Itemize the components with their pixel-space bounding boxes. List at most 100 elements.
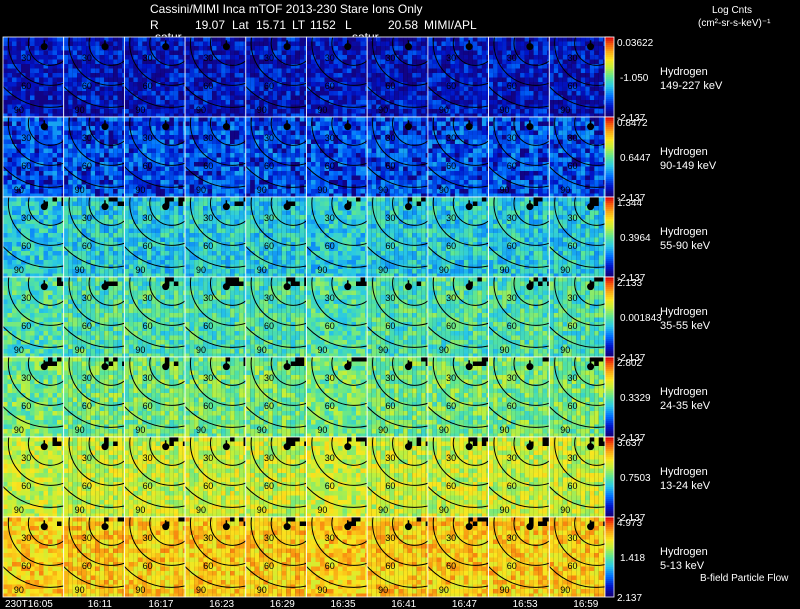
heatmap-pixel xyxy=(128,121,134,126)
heatmap-pixel xyxy=(380,100,386,105)
heatmap-pixel xyxy=(16,184,21,189)
heatmap-pixel xyxy=(137,37,143,42)
heatmap-pixel xyxy=(263,59,269,64)
heatmap-pixel xyxy=(342,157,347,162)
heatmap-pixel xyxy=(427,162,433,167)
heatmap-pixel xyxy=(367,189,372,194)
colorbar-segment xyxy=(605,73,614,76)
heatmap-pixel xyxy=(497,50,503,55)
heatmap-pixel xyxy=(281,153,287,158)
heatmap-pixel xyxy=(239,100,244,105)
heatmap-pixel xyxy=(90,144,96,149)
heatmap-pixel xyxy=(371,73,377,78)
heatmap-pixel xyxy=(468,50,473,55)
heatmap-pixel xyxy=(68,109,73,114)
heatmap-pixel xyxy=(52,121,57,126)
heatmap-pixel xyxy=(160,117,165,122)
heatmap-pixel xyxy=(468,86,473,91)
heatmap-pixel xyxy=(520,82,525,87)
heatmap-pixel xyxy=(86,180,91,185)
heatmap-pixel xyxy=(306,144,311,149)
heatmap-pixel xyxy=(225,180,231,185)
heatmap-pixel xyxy=(538,46,543,51)
heatmap-pixel xyxy=(61,86,64,91)
heatmap-pixel xyxy=(371,104,377,109)
heatmap-pixel xyxy=(108,175,114,180)
heatmap-pixel xyxy=(315,189,320,194)
heatmap-pixel xyxy=(3,64,8,69)
heatmap-pixel xyxy=(365,175,368,180)
heatmap-pixel xyxy=(445,130,451,135)
heatmap-pixel xyxy=(99,130,105,135)
heatmap-pixel xyxy=(360,68,365,73)
heatmap-pixel xyxy=(598,109,604,114)
heatmap-pixel xyxy=(61,193,64,197)
heatmap-pixel xyxy=(398,180,404,185)
heatmap-pixel xyxy=(459,121,464,126)
heatmap-pixel xyxy=(511,95,516,100)
heatmap-pixel xyxy=(173,50,179,55)
heatmap-pixel xyxy=(243,82,246,87)
heatmap-pixel xyxy=(203,175,208,180)
heatmap-pixel xyxy=(304,130,307,135)
heatmap-pixel xyxy=(360,130,365,135)
heatmap-pixel xyxy=(182,180,186,185)
heatmap-pixel xyxy=(198,171,204,176)
heatmap-pixel xyxy=(99,117,105,122)
heatmap-pixel xyxy=(520,86,525,91)
heatmap-pixel xyxy=(567,86,572,91)
heatmap-pixel xyxy=(239,175,244,180)
heatmap-pixel xyxy=(151,55,156,60)
contour-arc xyxy=(270,117,307,146)
heatmap-pixel xyxy=(86,117,91,122)
heatmap-pixel xyxy=(124,184,129,189)
heatmap-pixel xyxy=(113,126,118,131)
heatmap-pixel xyxy=(488,162,494,167)
heatmap-pixel xyxy=(16,180,21,185)
heatmap-pixel xyxy=(436,171,442,176)
heatmap-pixel xyxy=(43,175,48,180)
heatmap-pixel xyxy=(81,171,87,176)
heatmap-pixel xyxy=(63,95,69,100)
contour-arc xyxy=(189,37,246,86)
heatmap-pixel xyxy=(268,64,273,69)
heatmap-pixel xyxy=(360,153,365,158)
heatmap-pixel xyxy=(272,180,278,185)
contour-label: 60 xyxy=(21,81,31,91)
heatmap-pixel xyxy=(124,46,129,51)
heatmap-pixel xyxy=(329,95,334,100)
heatmap-pixel xyxy=(477,82,482,87)
heatmap-pixel xyxy=(95,100,100,105)
heatmap-pixel xyxy=(562,37,568,42)
heatmap-pixel xyxy=(403,95,408,100)
contour-label: 90 xyxy=(196,185,206,195)
heatmap-pixel xyxy=(454,37,460,42)
heatmap-pixel xyxy=(306,153,311,158)
heatmap-pixel xyxy=(189,162,195,167)
heatmap-pixel xyxy=(189,95,195,100)
heatmap-pixel xyxy=(515,50,521,55)
heatmap-pixel xyxy=(268,148,273,153)
heatmap-pixel xyxy=(250,100,255,105)
heatmap-pixel xyxy=(394,180,399,185)
heatmap-pixel xyxy=(538,100,543,105)
heatmap-pixel xyxy=(61,82,64,87)
contour-label: 90 xyxy=(14,185,24,195)
heatmap-pixel xyxy=(272,50,278,55)
heatmap-pixel xyxy=(128,86,134,91)
heatmap-pixel xyxy=(445,100,451,105)
heatmap-pixel xyxy=(432,175,437,180)
heatmap-pixel xyxy=(515,162,521,167)
heatmap-pixel xyxy=(268,91,273,96)
heatmap-pixel xyxy=(68,148,73,153)
heatmap-pixel xyxy=(263,180,269,185)
heatmap-pixel xyxy=(468,104,473,109)
heatmap-pixel xyxy=(380,193,386,197)
heatmap-pixel xyxy=(338,109,343,114)
heatmap-pixel xyxy=(497,55,503,60)
heatmap-pixel xyxy=(182,46,186,51)
heatmap-pixel xyxy=(151,41,156,46)
heatmap-pixel xyxy=(68,180,73,185)
heatmap-pixel xyxy=(488,95,494,100)
heatmap-pixel xyxy=(57,175,62,180)
